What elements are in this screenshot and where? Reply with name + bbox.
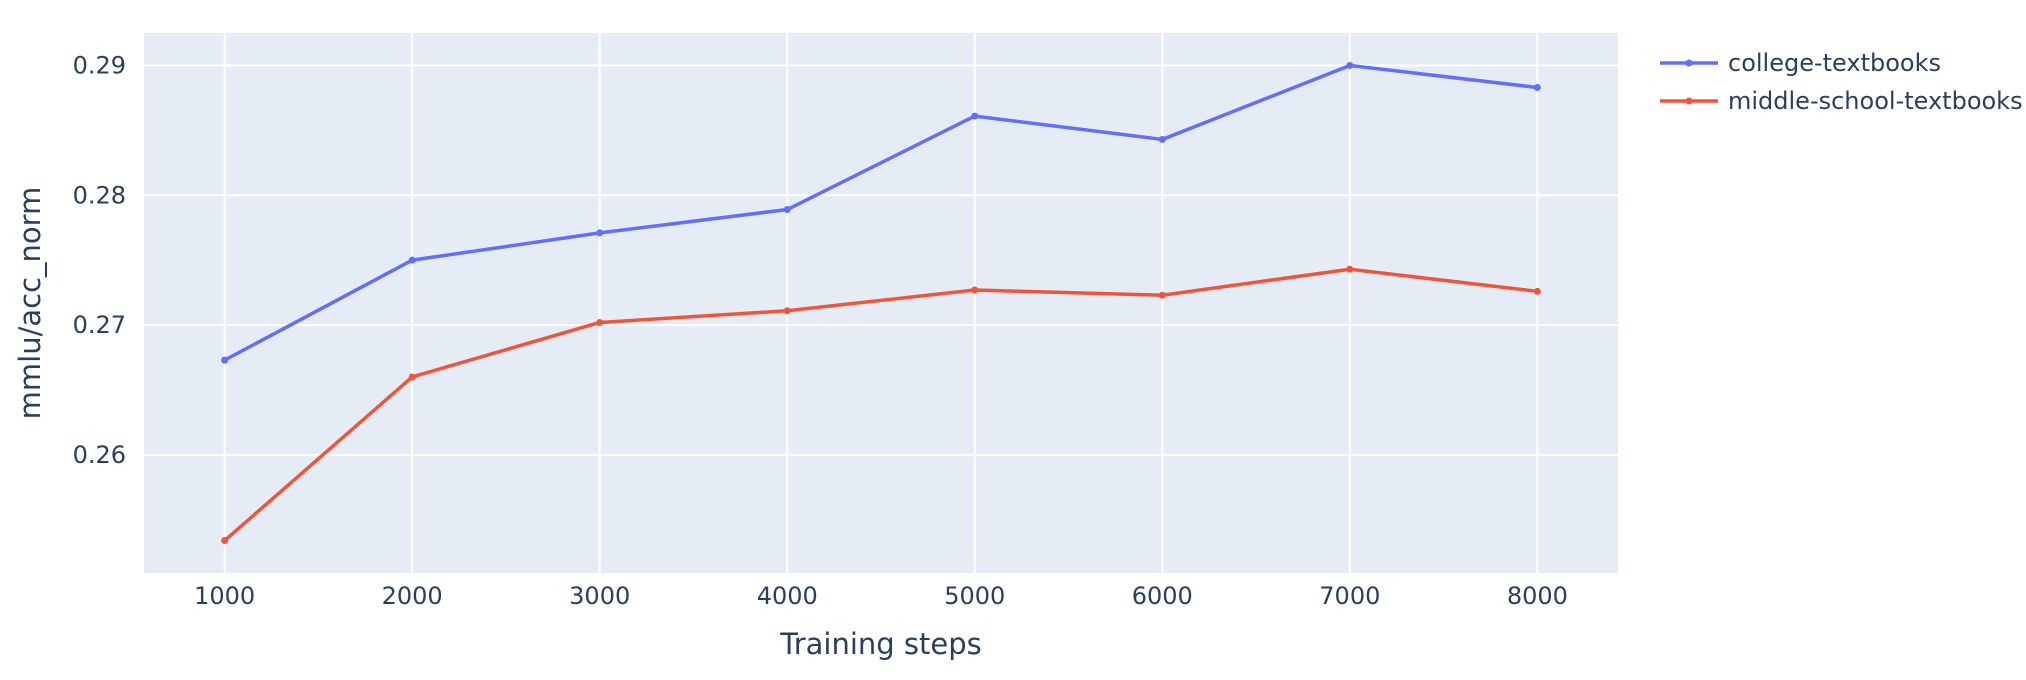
x-tick-label: 2000 [382,582,443,610]
data-point-college-textbooks [1533,84,1541,92]
x-tick-label: 5000 [944,582,1005,610]
legend-marker [1685,59,1693,67]
x-tick-label: 8000 [1507,582,1568,610]
series-points [221,61,1541,545]
data-point-middle-school-textbooks [1533,287,1541,295]
legend-label: college-textbooks [1728,49,1941,77]
data-point-college-textbooks [221,356,229,364]
legend-item-middle-school-textbooks[interactable]: middle-school-textbooks [1660,87,2023,115]
data-point-middle-school-textbooks [1158,291,1166,299]
data-point-middle-school-textbooks [783,307,791,315]
data-point-college-textbooks [596,229,604,237]
data-point-college-textbooks [971,112,979,120]
y-tick-label: 0.28 [73,181,126,209]
y-tick-label: 0.27 [73,311,126,339]
series-line-middle-school-textbooks [223,267,1538,542]
x-tick-label: 1000 [194,582,255,610]
data-point-middle-school-textbooks [971,286,979,294]
gridlines [144,33,1618,573]
data-point-middle-school-textbooks [221,537,229,545]
x-tick-label: 7000 [1319,582,1380,610]
data-point-middle-school-textbooks [596,318,604,326]
plot-background [144,33,1618,573]
legend-marker [1685,97,1693,105]
legend: college-textbooks middle-school-textbooks [1660,49,2023,115]
x-tick-label: 4000 [757,582,818,610]
y-axis-title: mmlu/acc_norm [13,187,47,420]
y-axis-ticks: 0.26 0.27 0.28 0.29 [73,51,126,468]
y-tick-label: 0.29 [73,51,126,79]
data-point-college-textbooks [408,256,416,264]
data-point-college-textbooks [1346,61,1354,69]
data-point-middle-school-textbooks [408,373,416,381]
series-lines [223,63,1538,542]
data-point-college-textbooks [783,206,791,214]
data-point-middle-school-textbooks [1346,265,1354,273]
series-line-college-textbooks [223,63,1538,362]
legend-item-college-textbooks[interactable]: college-textbooks [1660,49,1941,77]
x-axis-ticks: 1000 2000 3000 4000 5000 6000 7000 8000 [194,582,1568,610]
y-tick-label: 0.26 [73,441,126,469]
legend-label: middle-school-textbooks [1728,87,2023,115]
data-point-college-textbooks [1158,135,1166,143]
x-tick-label: 6000 [1132,582,1193,610]
x-axis-title: Training steps [779,627,982,661]
x-tick-label: 3000 [569,582,630,610]
